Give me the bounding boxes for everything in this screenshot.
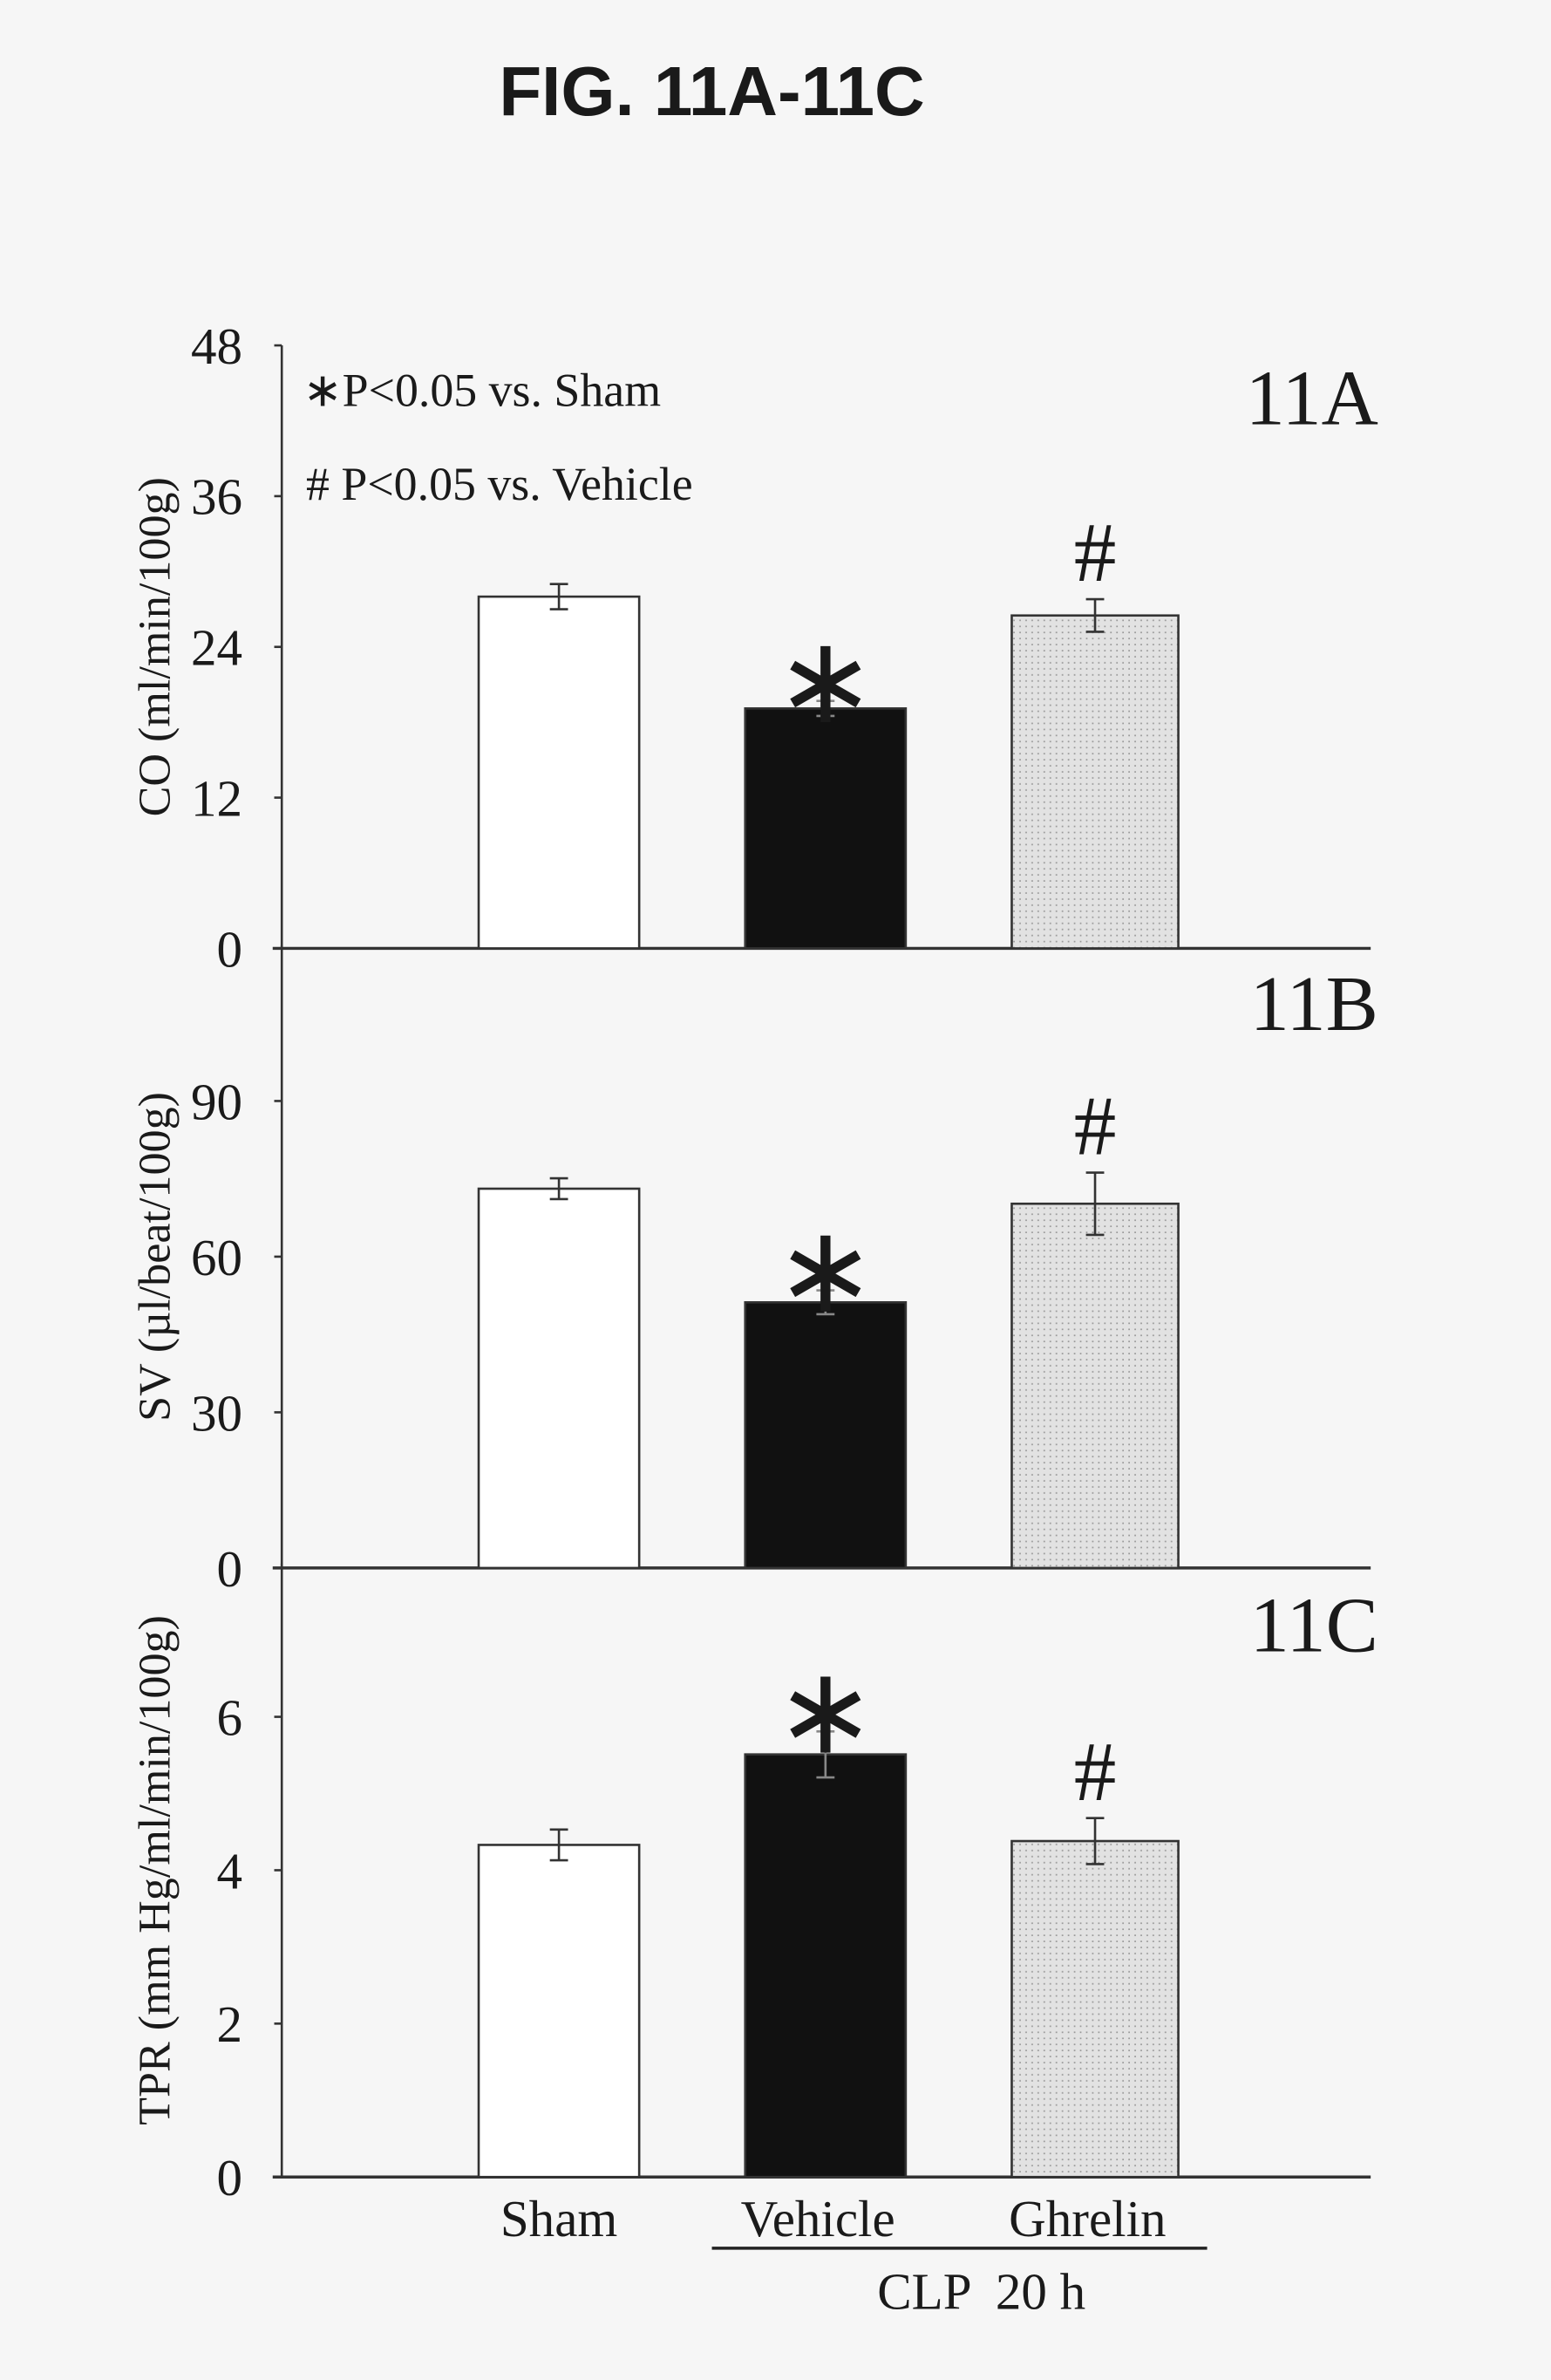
y-tick-label: 4 [217, 1842, 243, 1899]
bar-ghrelin [1011, 1841, 1178, 2177]
y-tick-label: 60 [191, 1229, 242, 1286]
y-axis-label: SV (µl/beat/100g) [131, 1092, 180, 1422]
significance-hash: # [1074, 1725, 1117, 1819]
y-tick-label: 0 [217, 2149, 243, 2206]
y-tick-label: 24 [191, 619, 242, 677]
y-axis-label: CO (ml/min/100g) [131, 477, 180, 816]
y-axis-label: TPR (mm Hg/ml/min/100g) [131, 1615, 180, 2125]
bar-sham [479, 1189, 639, 1568]
figure-title: FIG. 11A-11C [499, 52, 924, 130]
y-tick-label: 0 [217, 920, 243, 978]
panel-label: 11A [1246, 354, 1378, 441]
x-label-vehicle: Vehicle [741, 2190, 895, 2247]
y-tick-label: 6 [217, 1688, 243, 1746]
bar-sham [479, 1845, 639, 2177]
clp-group-label: CLP 20 h [877, 2262, 1085, 2320]
bar-ghrelin [1011, 616, 1178, 949]
y-tick-label: 2 [217, 1995, 243, 2053]
y-tick-label: 36 [191, 468, 242, 526]
panel-label: 11C [1250, 1581, 1378, 1668]
x-label-sham: Sham [500, 2190, 618, 2247]
y-tick-label: 48 [191, 317, 242, 375]
significance-star: ∗ [775, 1646, 876, 1780]
significance-hash: # [1074, 506, 1117, 600]
bar-sham [479, 597, 639, 948]
legend-star: ∗P<0.05 vs. Sham [303, 365, 662, 417]
significance-star: ∗ [775, 1204, 876, 1339]
panel-label: 11B [1250, 960, 1378, 1047]
y-tick-label: 0 [217, 1540, 243, 1598]
y-tick-label: 90 [191, 1073, 242, 1130]
x-label-ghrelin: Ghrelin [1009, 2190, 1166, 2247]
bar-vehicle [745, 1302, 906, 1568]
legend-hash: # P<0.05 vs. Vehicle [306, 458, 693, 510]
bar-vehicle [745, 1755, 906, 2178]
significance-hash: # [1074, 1080, 1117, 1174]
y-tick-label: 30 [191, 1384, 242, 1442]
bar-ghrelin [1011, 1204, 1178, 1568]
y-tick-label: 12 [191, 769, 242, 827]
significance-star: ∗ [775, 615, 876, 749]
